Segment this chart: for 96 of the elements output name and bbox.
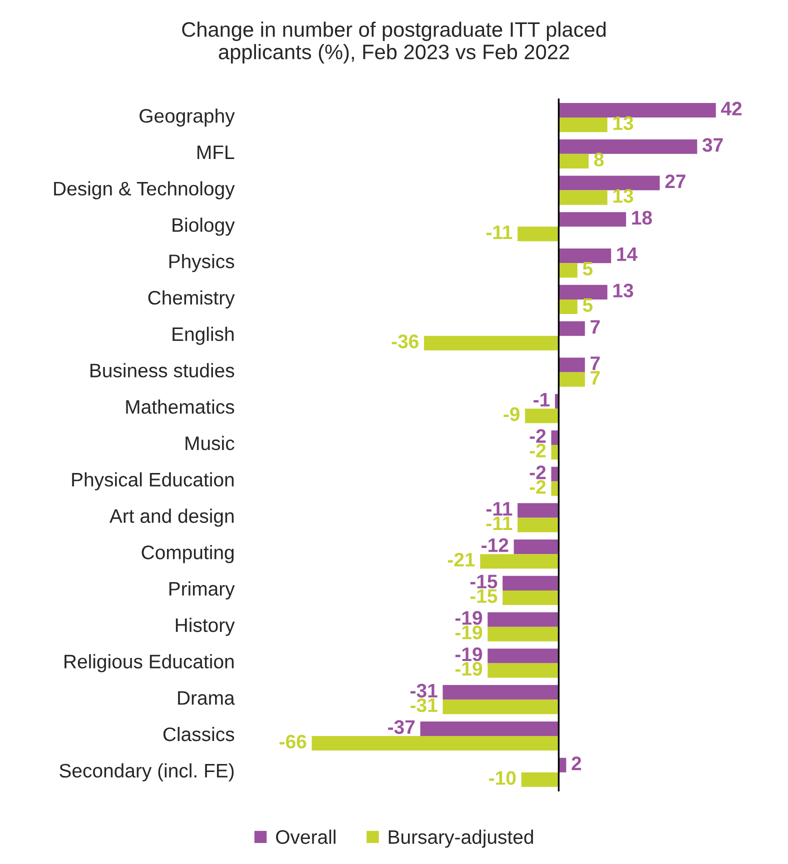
data-label: 13 bbox=[613, 116, 634, 130]
data-label: 14 bbox=[617, 247, 638, 261]
bar bbox=[558, 284, 608, 300]
y-tick-label: Mathematics bbox=[126, 400, 234, 414]
bar bbox=[558, 358, 585, 372]
data-label: -11 bbox=[486, 516, 512, 530]
bar bbox=[558, 263, 578, 278]
bar bbox=[502, 590, 559, 606]
y-tick-label: Biology bbox=[172, 218, 235, 236]
bar bbox=[518, 518, 559, 532]
data-label: 42 bbox=[721, 102, 742, 116]
data-label: 13 bbox=[613, 189, 634, 203]
data-label: -19 bbox=[455, 647, 482, 662]
data-label: -37 bbox=[388, 720, 415, 734]
bar bbox=[558, 212, 626, 227]
bar bbox=[525, 408, 559, 424]
data-label: 5 bbox=[582, 298, 593, 312]
bar bbox=[442, 685, 559, 700]
data-label: -2 bbox=[530, 466, 546, 480]
y-tick-label: Classics bbox=[163, 726, 234, 742]
data-label: -9 bbox=[504, 407, 520, 422]
data-label: -15 bbox=[470, 589, 498, 603]
data-label: 5 bbox=[582, 262, 593, 276]
y-tick-label: Art and design bbox=[109, 508, 234, 527]
y-tick-label: Religious Education bbox=[64, 654, 234, 672]
data-label: -31 bbox=[410, 684, 438, 698]
data-label: -19 bbox=[455, 611, 482, 625]
bar bbox=[521, 772, 559, 787]
bar bbox=[551, 444, 559, 460]
data-label: -19 bbox=[455, 626, 482, 640]
bar bbox=[558, 321, 585, 336]
chart-title: Change in number of postgraduate ITT placed applicants (%), Feb 2023 vs Feb 2022 bbox=[182, 22, 606, 64]
y-tick-label: Computing bbox=[142, 545, 234, 564]
y-tick-label: MFL bbox=[198, 146, 234, 159]
y-tick-label: Drama bbox=[178, 691, 235, 705]
bar bbox=[488, 612, 559, 627]
bar bbox=[518, 503, 559, 518]
data-label: 27 bbox=[665, 174, 686, 188]
bar bbox=[488, 648, 559, 664]
data-label: -36 bbox=[392, 334, 418, 348]
data-label: 18 bbox=[632, 210, 652, 225]
bar bbox=[514, 540, 559, 554]
bar bbox=[558, 154, 589, 168]
bar bbox=[558, 118, 608, 132]
data-label: -10 bbox=[489, 771, 516, 785]
bar bbox=[558, 190, 608, 205]
data-label: 2 bbox=[572, 756, 582, 770]
y-tick-label: Music bbox=[186, 436, 234, 450]
data-label: -1 bbox=[534, 392, 550, 406]
bar bbox=[518, 226, 559, 242]
data-label: -12 bbox=[482, 538, 508, 552]
bar bbox=[442, 700, 559, 714]
y-tick-label: History bbox=[176, 618, 235, 636]
data-label: -2 bbox=[530, 429, 546, 443]
bar bbox=[558, 103, 716, 118]
data-label: 37 bbox=[702, 138, 723, 152]
bar bbox=[551, 466, 559, 482]
legend-label: Overall bbox=[276, 830, 336, 844]
data-label: -11 bbox=[486, 502, 512, 516]
data-label: -11 bbox=[486, 226, 512, 239]
bar bbox=[558, 176, 660, 190]
bar bbox=[480, 554, 559, 569]
data-label: -19 bbox=[455, 662, 482, 676]
data-label: 7 bbox=[590, 320, 600, 334]
y-tick-label: Chemistry bbox=[148, 290, 235, 309]
data-label: 7 bbox=[590, 356, 600, 370]
bar bbox=[424, 336, 559, 350]
bar bbox=[488, 626, 559, 642]
bar bbox=[420, 721, 559, 736]
data-label: -15 bbox=[470, 574, 498, 588]
bar bbox=[558, 248, 612, 264]
bar bbox=[558, 372, 585, 387]
bar bbox=[312, 736, 559, 751]
data-label: 13 bbox=[613, 284, 634, 298]
data-label: -31 bbox=[410, 698, 438, 712]
legend-label: Bursary-adjusted bbox=[388, 830, 534, 848]
bar bbox=[551, 481, 559, 496]
data-label: -21 bbox=[448, 552, 475, 566]
bar bbox=[558, 299, 578, 314]
bar bbox=[502, 576, 559, 590]
y-tick-label: Physics bbox=[169, 254, 234, 272]
data-label: 7 bbox=[590, 371, 600, 385]
bar bbox=[558, 139, 698, 154]
data-label: -2 bbox=[530, 480, 546, 494]
data-label: -2 bbox=[530, 444, 546, 458]
y-tick-label: Design & Technology bbox=[54, 181, 235, 200]
data-label: 8 bbox=[594, 152, 604, 166]
bar bbox=[488, 663, 559, 678]
y-tick-label: Secondary (incl. FE) bbox=[60, 763, 234, 782]
y-tick-label: Business studies bbox=[90, 363, 234, 378]
data-label: -66 bbox=[280, 734, 306, 748]
y-tick-label: Geography bbox=[140, 108, 235, 127]
y-tick-label: Primary bbox=[169, 581, 235, 600]
bar bbox=[551, 430, 559, 445]
y-tick-label: Physical Education bbox=[72, 472, 234, 490]
y-tick-label: English bbox=[172, 326, 234, 345]
